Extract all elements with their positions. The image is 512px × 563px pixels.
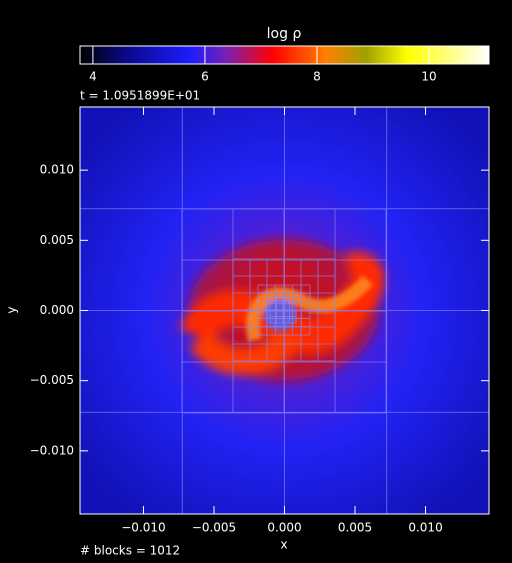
y-tick-label: −0.005 [30, 373, 74, 387]
colorbar-tick-label: 10 [421, 70, 436, 84]
y-tick-label: 0.010 [40, 163, 74, 177]
colorbar-tick-label: 4 [89, 70, 97, 84]
x-tick-label: 0.005 [338, 521, 372, 535]
time-label: t = 1.0951899E+01 [80, 89, 200, 103]
y-tick-label: 0.005 [40, 233, 74, 247]
density-map [80, 107, 489, 514]
x-tick-label: −0.005 [192, 521, 236, 535]
colorbar-tick-label: 6 [201, 70, 209, 84]
blocks-count: # blocks = 1012 [80, 544, 180, 558]
y-tick-label: −0.010 [30, 443, 74, 457]
x-tick-label: 0.000 [267, 521, 301, 535]
y-tick-label: 0.000 [40, 303, 74, 317]
y-axis-label: y [5, 306, 19, 313]
x-tick-label: 0.010 [408, 521, 442, 535]
colorbar-title: log ρ [267, 26, 302, 42]
colorbar-tick-label: 8 [313, 70, 321, 84]
colorbar [79, 45, 490, 65]
colorbar-gradient [79, 45, 490, 65]
x-axis-label: x [280, 538, 287, 552]
x-tick-label: −0.010 [121, 521, 165, 535]
block-grid [80, 107, 489, 514]
